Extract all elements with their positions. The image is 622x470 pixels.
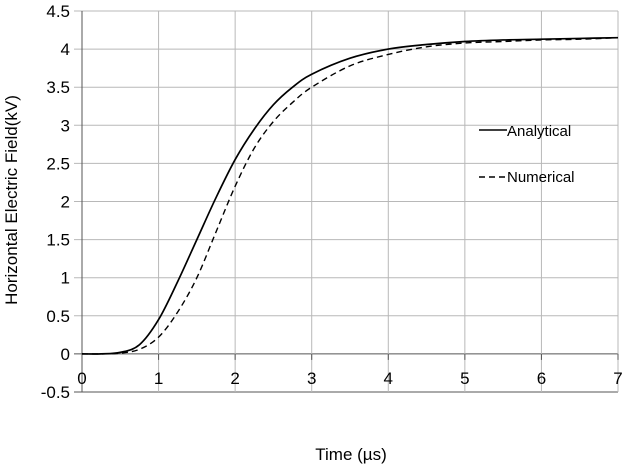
y-tick-label: 0 [61,345,70,364]
y-axis-label: Horizontal Electric Field(kV) [2,95,21,305]
x-tick-label: 3 [307,369,316,388]
series-line-numerical [81,36,619,355]
y-tick-label: -0.5 [41,383,70,402]
y-tick-label: 0.5 [46,307,70,326]
x-tick-label: 4 [384,369,393,388]
x-tick-label: 2 [230,369,239,388]
y-tick-label: 3 [61,116,70,135]
x-axis-label: Time (µs) [315,445,387,464]
x-tick-label: 5 [460,369,469,388]
y-tick-label: 4.5 [46,2,70,21]
x-tick-label: 0 [77,369,86,388]
y-tick-label: 4 [61,40,70,59]
legend: Analytical Numerical [479,123,575,186]
x-tick-label: 6 [537,369,546,388]
grid [74,10,619,393]
series-line-analytical [81,36,619,355]
y-tick-label: 3.5 [46,78,70,97]
y-tick-label: 2 [61,193,70,212]
legend-label-analytical: Analytical [507,123,571,140]
x-tick-label: 1 [154,369,163,388]
tick-labels: -0.5 0 0.5 1 1.5 2 2.5 3 3.5 4 4.5 0 1 2 3 4 5 6 7 [41,2,622,402]
y-tick-label: 1.5 [46,231,70,250]
x-tick-label: 7 [613,369,622,388]
legend-label-numerical: Numerical [507,169,575,186]
y-tick-label: 2.5 [46,154,70,173]
y-tick-label: 1 [61,269,70,288]
series-lines [81,36,619,355]
